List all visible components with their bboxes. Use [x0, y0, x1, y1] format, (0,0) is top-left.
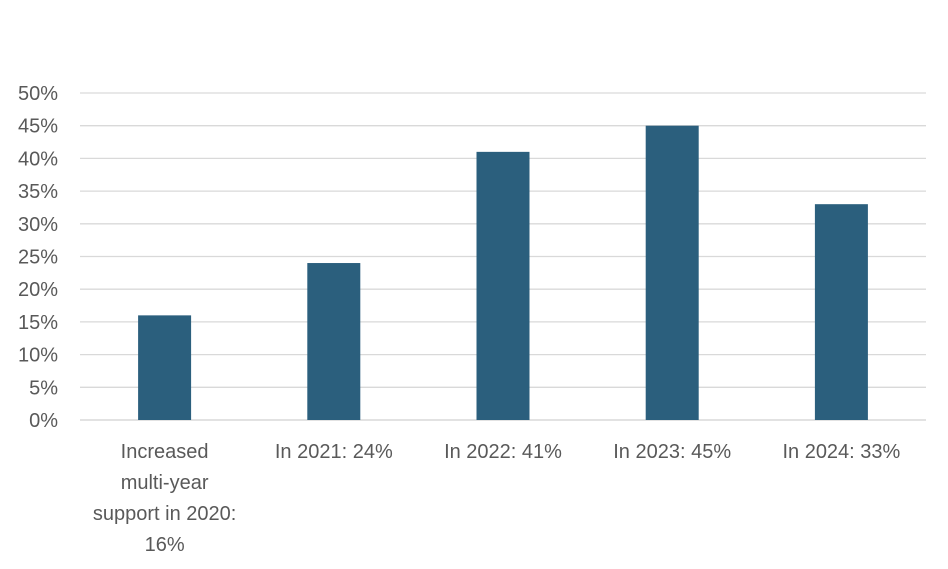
- x-tick-label: In 2023: 45%: [613, 441, 731, 463]
- x-tick-label: In 2022: 41%: [444, 441, 562, 463]
- y-tick-label: 20%: [18, 279, 58, 301]
- bar: [307, 263, 361, 420]
- x-tick-label: Increased multi-year support in 2020: 16%: [93, 441, 236, 556]
- bar: [645, 125, 699, 420]
- y-tick-label: 0%: [29, 410, 58, 432]
- y-tick-label: 50%: [18, 83, 58, 105]
- x-axis-tick-labels: Increased multi-year support in 2020: 16% In…: [93, 441, 901, 556]
- bar: [814, 204, 868, 420]
- y-tick-label: 35%: [18, 181, 58, 203]
- bar: [138, 315, 192, 420]
- y-tick-label: 10%: [18, 345, 58, 367]
- y-tick-label: 30%: [18, 214, 58, 236]
- y-tick-label: 15%: [18, 312, 58, 334]
- bars: [138, 125, 868, 421]
- y-tick-label: 45%: [18, 116, 58, 138]
- y-axis-tick-labels: 0% 5% 10% 15% 20% 25% 30% 35% 40% 45% 50%: [18, 83, 58, 432]
- x-tick-label: In 2024: 33%: [782, 441, 900, 463]
- bar: [476, 151, 530, 421]
- y-tick-label: 25%: [18, 247, 58, 269]
- y-tick-label: 40%: [18, 148, 58, 170]
- y-tick-label: 5%: [29, 377, 58, 399]
- x-tick-label: In 2021: 24%: [275, 441, 393, 463]
